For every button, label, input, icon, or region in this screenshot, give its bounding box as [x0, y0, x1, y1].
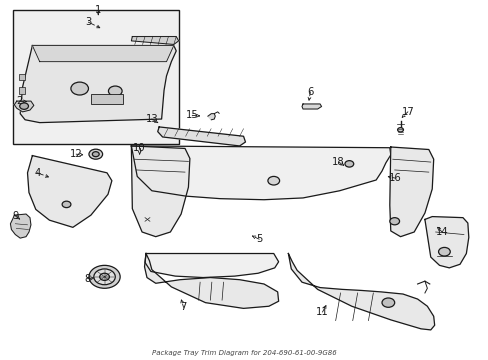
Bar	[19, 102, 25, 108]
Circle shape	[438, 247, 449, 256]
Text: 5: 5	[255, 234, 262, 244]
Bar	[19, 87, 25, 94]
Polygon shape	[145, 253, 278, 278]
Circle shape	[89, 265, 120, 288]
Circle shape	[100, 273, 109, 280]
Circle shape	[94, 269, 115, 285]
Circle shape	[89, 149, 102, 159]
Text: 16: 16	[388, 173, 401, 183]
Polygon shape	[288, 253, 434, 330]
Circle shape	[389, 218, 399, 225]
Polygon shape	[144, 253, 278, 309]
Polygon shape	[32, 45, 173, 62]
Bar	[91, 94, 122, 104]
Circle shape	[71, 82, 88, 95]
Polygon shape	[10, 214, 31, 238]
Bar	[19, 74, 25, 80]
Polygon shape	[131, 146, 189, 237]
Polygon shape	[20, 45, 176, 123]
Bar	[13, 10, 178, 144]
Polygon shape	[27, 156, 112, 227]
Text: 12: 12	[70, 149, 82, 159]
Circle shape	[20, 103, 28, 109]
Polygon shape	[424, 217, 468, 268]
Circle shape	[108, 86, 122, 96]
Text: 3: 3	[85, 17, 91, 27]
Text: Package Tray Trim Diagram for 204-690-61-00-9G86: Package Tray Trim Diagram for 204-690-61…	[152, 350, 336, 356]
Text: 14: 14	[435, 227, 447, 237]
Text: 18: 18	[332, 157, 344, 167]
Circle shape	[92, 152, 99, 157]
Text: 9: 9	[12, 211, 19, 221]
Circle shape	[344, 161, 353, 167]
Circle shape	[267, 176, 279, 185]
Polygon shape	[302, 104, 321, 109]
Text: 6: 6	[306, 87, 313, 97]
Text: 17: 17	[401, 107, 413, 117]
Text: 2: 2	[16, 96, 22, 106]
Circle shape	[397, 128, 403, 132]
Text: 4: 4	[34, 168, 41, 178]
Text: 11: 11	[316, 307, 328, 317]
Polygon shape	[207, 114, 215, 120]
Text: 13: 13	[145, 114, 158, 124]
Polygon shape	[131, 37, 178, 44]
Text: 7: 7	[180, 302, 186, 312]
Polygon shape	[131, 146, 390, 200]
Text: 15: 15	[185, 111, 198, 121]
Text: 1: 1	[95, 5, 101, 15]
Text: 10: 10	[133, 143, 146, 153]
Circle shape	[62, 201, 71, 208]
Polygon shape	[158, 127, 245, 146]
Polygon shape	[14, 101, 34, 112]
Text: 8: 8	[84, 274, 90, 284]
Circle shape	[381, 298, 394, 307]
Polygon shape	[389, 147, 433, 237]
